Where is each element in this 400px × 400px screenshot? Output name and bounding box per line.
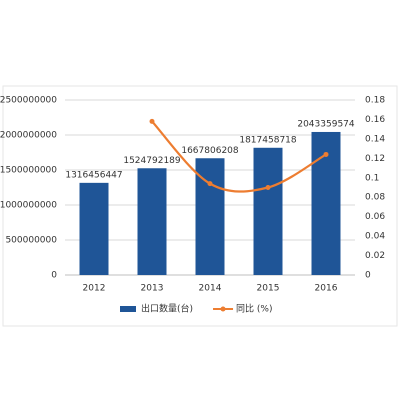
- y2-tick-label: 0.16: [365, 115, 385, 125]
- y-tick-label: 1000000000: [0, 201, 57, 211]
- data-label: 1817458718: [239, 135, 297, 145]
- y2-tick-label: 0.02: [365, 251, 385, 261]
- x-tick-label: 2015: [257, 284, 280, 294]
- legend-swatch: [120, 306, 136, 312]
- y-tick-label: 500000000: [5, 236, 57, 246]
- bar: [79, 182, 109, 275]
- y-tick-label: 2000000000: [0, 131, 57, 141]
- legend-swatch: [220, 306, 226, 312]
- y2-tick-label: 0: [365, 271, 371, 281]
- y-tick-label: 2500000000: [0, 96, 57, 106]
- legend-label: 出口数量(台): [141, 303, 193, 315]
- y2-tick-label: 0.08: [365, 193, 385, 203]
- data-label: 1524792189: [123, 156, 181, 166]
- y2-tick-label: 0.1: [365, 173, 379, 183]
- line: [151, 120, 327, 193]
- x-tick-label: 2014: [199, 284, 222, 294]
- chart-border: [2, 85, 398, 327]
- line-marker: [265, 185, 271, 190]
- y2-tick-label: 0.04: [365, 232, 385, 242]
- y-tick-label: 1500000000: [0, 166, 57, 176]
- data-label: 1316456447: [65, 170, 122, 180]
- bar: [253, 147, 283, 275]
- line-marker: [207, 181, 213, 187]
- x-tick-label: 2012: [83, 284, 106, 294]
- y-tick-label: 0: [51, 271, 57, 281]
- y2-tick-label: 0.06: [365, 212, 385, 222]
- y2-tick-label: 0.18: [365, 96, 385, 106]
- x-tick-label: 2016: [315, 284, 338, 294]
- data-label: 1667806208: [181, 146, 239, 156]
- y2-tick-label: 0.12: [365, 154, 385, 164]
- y2-tick-label: 0.14: [365, 134, 385, 144]
- line-marker: [323, 151, 329, 157]
- bar: [137, 168, 167, 275]
- data-label: 2043359574: [297, 119, 355, 129]
- line-marker: [149, 118, 155, 124]
- x-tick-label: 2013: [141, 284, 164, 294]
- legend-label: 同比 (%): [236, 303, 272, 315]
